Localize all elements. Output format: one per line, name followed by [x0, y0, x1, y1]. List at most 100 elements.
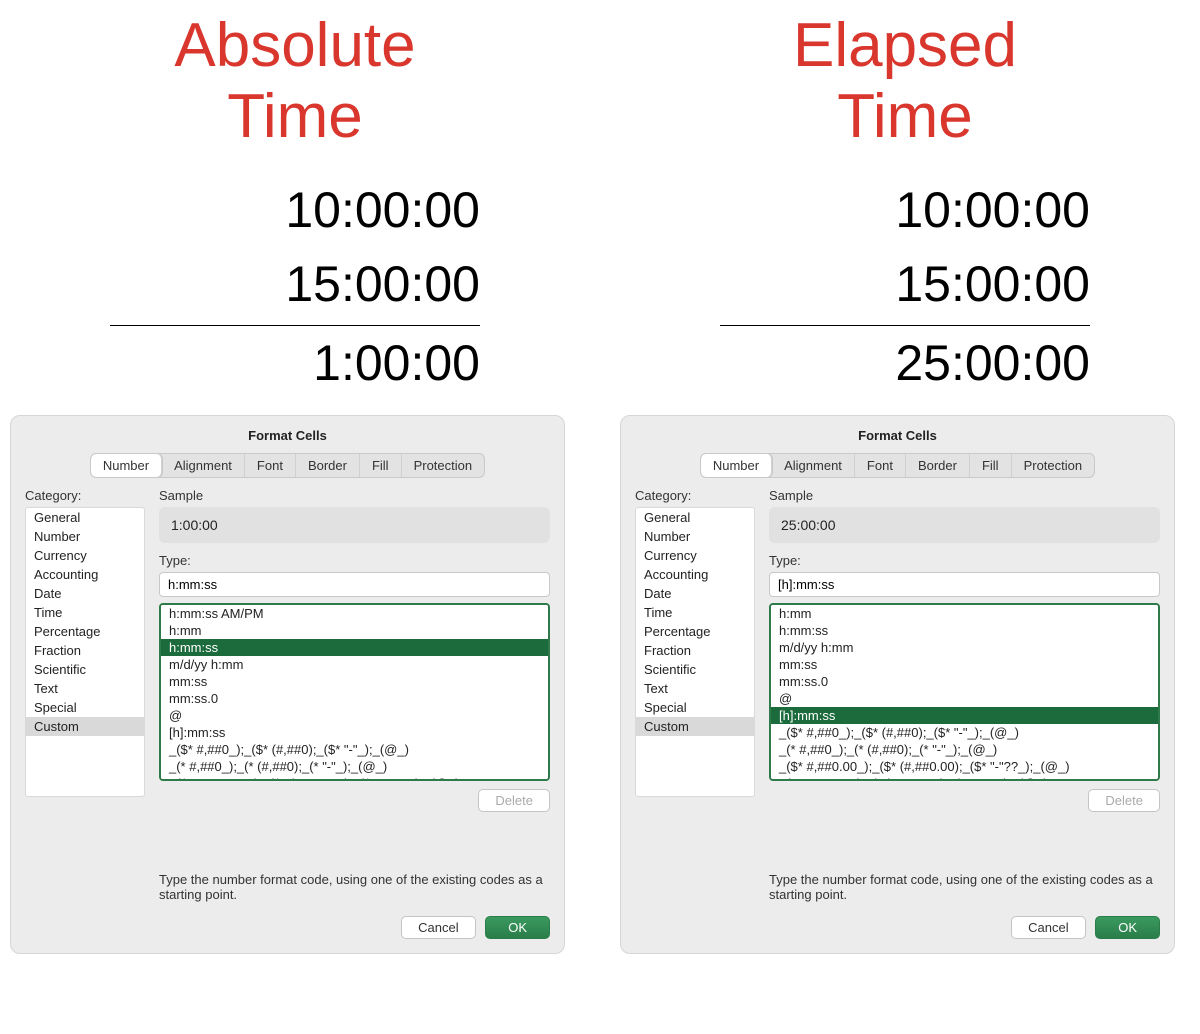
- ok-button[interactable]: OK: [485, 916, 550, 939]
- tabs-left: NumberAlignmentFontBorderFillProtection: [90, 453, 485, 478]
- time-cell-sum: 25:00:00: [720, 325, 1090, 400]
- category-item-general[interactable]: General: [26, 508, 144, 527]
- headline-line2: Time: [227, 82, 362, 151]
- category-item-accounting[interactable]: Accounting: [26, 565, 144, 584]
- time-cell-a: 10:00:00: [720, 173, 1090, 247]
- category-item-text[interactable]: Text: [26, 679, 144, 698]
- format-cells-dialog-right: Format Cells NumberAlignmentFontBorderFi…: [620, 415, 1175, 954]
- delete-button[interactable]: Delete: [1088, 789, 1160, 812]
- category-item-date[interactable]: Date: [636, 584, 754, 603]
- tab-protection[interactable]: Protection: [402, 454, 485, 477]
- category-list-left[interactable]: GeneralNumberCurrencyAccountingDateTimeP…: [25, 507, 145, 797]
- category-item-scientific[interactable]: Scientific: [636, 660, 754, 679]
- sample-label: Sample: [769, 488, 1160, 503]
- tab-font[interactable]: Font: [855, 454, 906, 477]
- delete-button[interactable]: Delete: [478, 789, 550, 812]
- elapsed-headline: Elapsed Time: [620, 10, 1190, 153]
- tab-border[interactable]: Border: [906, 454, 970, 477]
- type-input[interactable]: [159, 572, 550, 597]
- type-list-item[interactable]: _($* #,##0.00_);_($* (#,##0.00);_($* "-"…: [161, 775, 548, 781]
- type-list-item[interactable]: @: [161, 707, 548, 724]
- type-list-item[interactable]: [h]:mm:ss: [771, 707, 1158, 724]
- sample-value: 25:00:00: [769, 507, 1160, 543]
- tab-protection[interactable]: Protection: [1012, 454, 1095, 477]
- format-hint: Type the number format code, using one o…: [769, 872, 1160, 902]
- type-list-item[interactable]: h:mm:ss: [771, 622, 1158, 639]
- absolute-time-column: Absolute Time 10:00:00 15:00:00 1:00:00 …: [10, 0, 580, 954]
- time-cell-sum: 1:00:00: [110, 325, 480, 400]
- cancel-button[interactable]: Cancel: [1011, 916, 1085, 939]
- format-cells-dialog-left: Format Cells NumberAlignmentFontBorderFi…: [10, 415, 565, 954]
- type-label: Type:: [769, 553, 1160, 568]
- category-item-special[interactable]: Special: [636, 698, 754, 717]
- type-list-item[interactable]: h:mm:ss AM/PM: [161, 605, 548, 622]
- category-item-number[interactable]: Number: [636, 527, 754, 546]
- type-list-left[interactable]: h:mm:ss AM/PMh:mmh:mm:ssm/d/yy h:mmmm:ss…: [159, 603, 550, 781]
- format-hint: Type the number format code, using one o…: [159, 872, 550, 902]
- elapsed-time-column: Elapsed Time 10:00:00 15:00:00 25:00:00 …: [620, 0, 1190, 954]
- absolute-time-table: 10:00:00 15:00:00 1:00:00: [110, 173, 480, 400]
- category-item-number[interactable]: Number: [26, 527, 144, 546]
- type-list-item[interactable]: h:mm:ss: [161, 639, 548, 656]
- category-item-special[interactable]: Special: [26, 698, 144, 717]
- tab-fill[interactable]: Fill: [360, 454, 402, 477]
- category-item-time[interactable]: Time: [636, 603, 754, 622]
- category-label: Category:: [25, 488, 145, 503]
- category-item-scientific[interactable]: Scientific: [26, 660, 144, 679]
- dialog-title: Format Cells: [635, 426, 1160, 453]
- category-item-fraction[interactable]: Fraction: [26, 641, 144, 660]
- time-cell-b: 15:00:00: [110, 247, 480, 321]
- cancel-button[interactable]: Cancel: [401, 916, 475, 939]
- category-item-date[interactable]: Date: [26, 584, 144, 603]
- category-item-time[interactable]: Time: [26, 603, 144, 622]
- category-item-currency[interactable]: Currency: [636, 546, 754, 565]
- type-list-item[interactable]: @: [771, 690, 1158, 707]
- type-list-item[interactable]: _($* #,##0_);_($* (#,##0);_($* "-"_);_(@…: [161, 741, 548, 758]
- tab-border[interactable]: Border: [296, 454, 360, 477]
- type-list-item[interactable]: m/d/yy h:mm: [161, 656, 548, 673]
- category-item-percentage[interactable]: Percentage: [636, 622, 754, 641]
- ok-button[interactable]: OK: [1095, 916, 1160, 939]
- sample-label: Sample: [159, 488, 550, 503]
- type-list-item[interactable]: _(* #,##0_);_(* (#,##0);_(* "-"_);_(@_): [161, 758, 548, 775]
- tab-fill[interactable]: Fill: [970, 454, 1012, 477]
- tab-alignment[interactable]: Alignment: [772, 454, 855, 477]
- type-list-item[interactable]: m/d/yy h:mm: [771, 639, 1158, 656]
- type-list-item[interactable]: mm:ss: [771, 656, 1158, 673]
- sample-value: 1:00:00: [159, 507, 550, 543]
- type-list-right[interactable]: h:mmh:mm:ssm/d/yy h:mmmm:ssmm:ss.0@[h]:m…: [769, 603, 1160, 781]
- category-list-right[interactable]: GeneralNumberCurrencyAccountingDateTimeP…: [635, 507, 755, 797]
- category-item-currency[interactable]: Currency: [26, 546, 144, 565]
- headline-line2: Time: [837, 82, 972, 151]
- time-cell-a: 10:00:00: [110, 173, 480, 247]
- tab-font[interactable]: Font: [245, 454, 296, 477]
- category-item-percentage[interactable]: Percentage: [26, 622, 144, 641]
- headline-line1: Elapsed: [793, 11, 1017, 80]
- category-item-fraction[interactable]: Fraction: [636, 641, 754, 660]
- tabs-right: NumberAlignmentFontBorderFillProtection: [700, 453, 1095, 478]
- type-list-item[interactable]: _($* #,##0_);_($* (#,##0);_($* "-"_);_(@…: [771, 724, 1158, 741]
- type-list-item[interactable]: mm:ss.0: [161, 690, 548, 707]
- time-cell-b: 15:00:00: [720, 247, 1090, 321]
- category-item-text[interactable]: Text: [636, 679, 754, 698]
- absolute-headline: Absolute Time: [10, 10, 580, 153]
- type-list-item[interactable]: [h]:mm:ss: [161, 724, 548, 741]
- type-list-item[interactable]: mm:ss: [161, 673, 548, 690]
- type-list-item[interactable]: _(* #,##0.00_);_(* (#,##0.00);_(* "-"??_…: [771, 775, 1158, 781]
- type-list-item[interactable]: _($* #,##0.00_);_($* (#,##0.00);_($* "-"…: [771, 758, 1158, 775]
- tab-alignment[interactable]: Alignment: [162, 454, 245, 477]
- category-item-custom[interactable]: Custom: [636, 717, 754, 736]
- type-list-item[interactable]: h:mm: [161, 622, 548, 639]
- tab-number[interactable]: Number: [701, 454, 772, 477]
- dialog-title: Format Cells: [25, 426, 550, 453]
- type-label: Type:: [159, 553, 550, 568]
- category-item-custom[interactable]: Custom: [26, 717, 144, 736]
- category-item-accounting[interactable]: Accounting: [636, 565, 754, 584]
- type-input[interactable]: [769, 572, 1160, 597]
- category-item-general[interactable]: General: [636, 508, 754, 527]
- tab-number[interactable]: Number: [91, 454, 162, 477]
- type-list-item[interactable]: _(* #,##0_);_(* (#,##0);_(* "-"_);_(@_): [771, 741, 1158, 758]
- type-list-item[interactable]: mm:ss.0: [771, 673, 1158, 690]
- category-label: Category:: [635, 488, 755, 503]
- type-list-item[interactable]: h:mm: [771, 605, 1158, 622]
